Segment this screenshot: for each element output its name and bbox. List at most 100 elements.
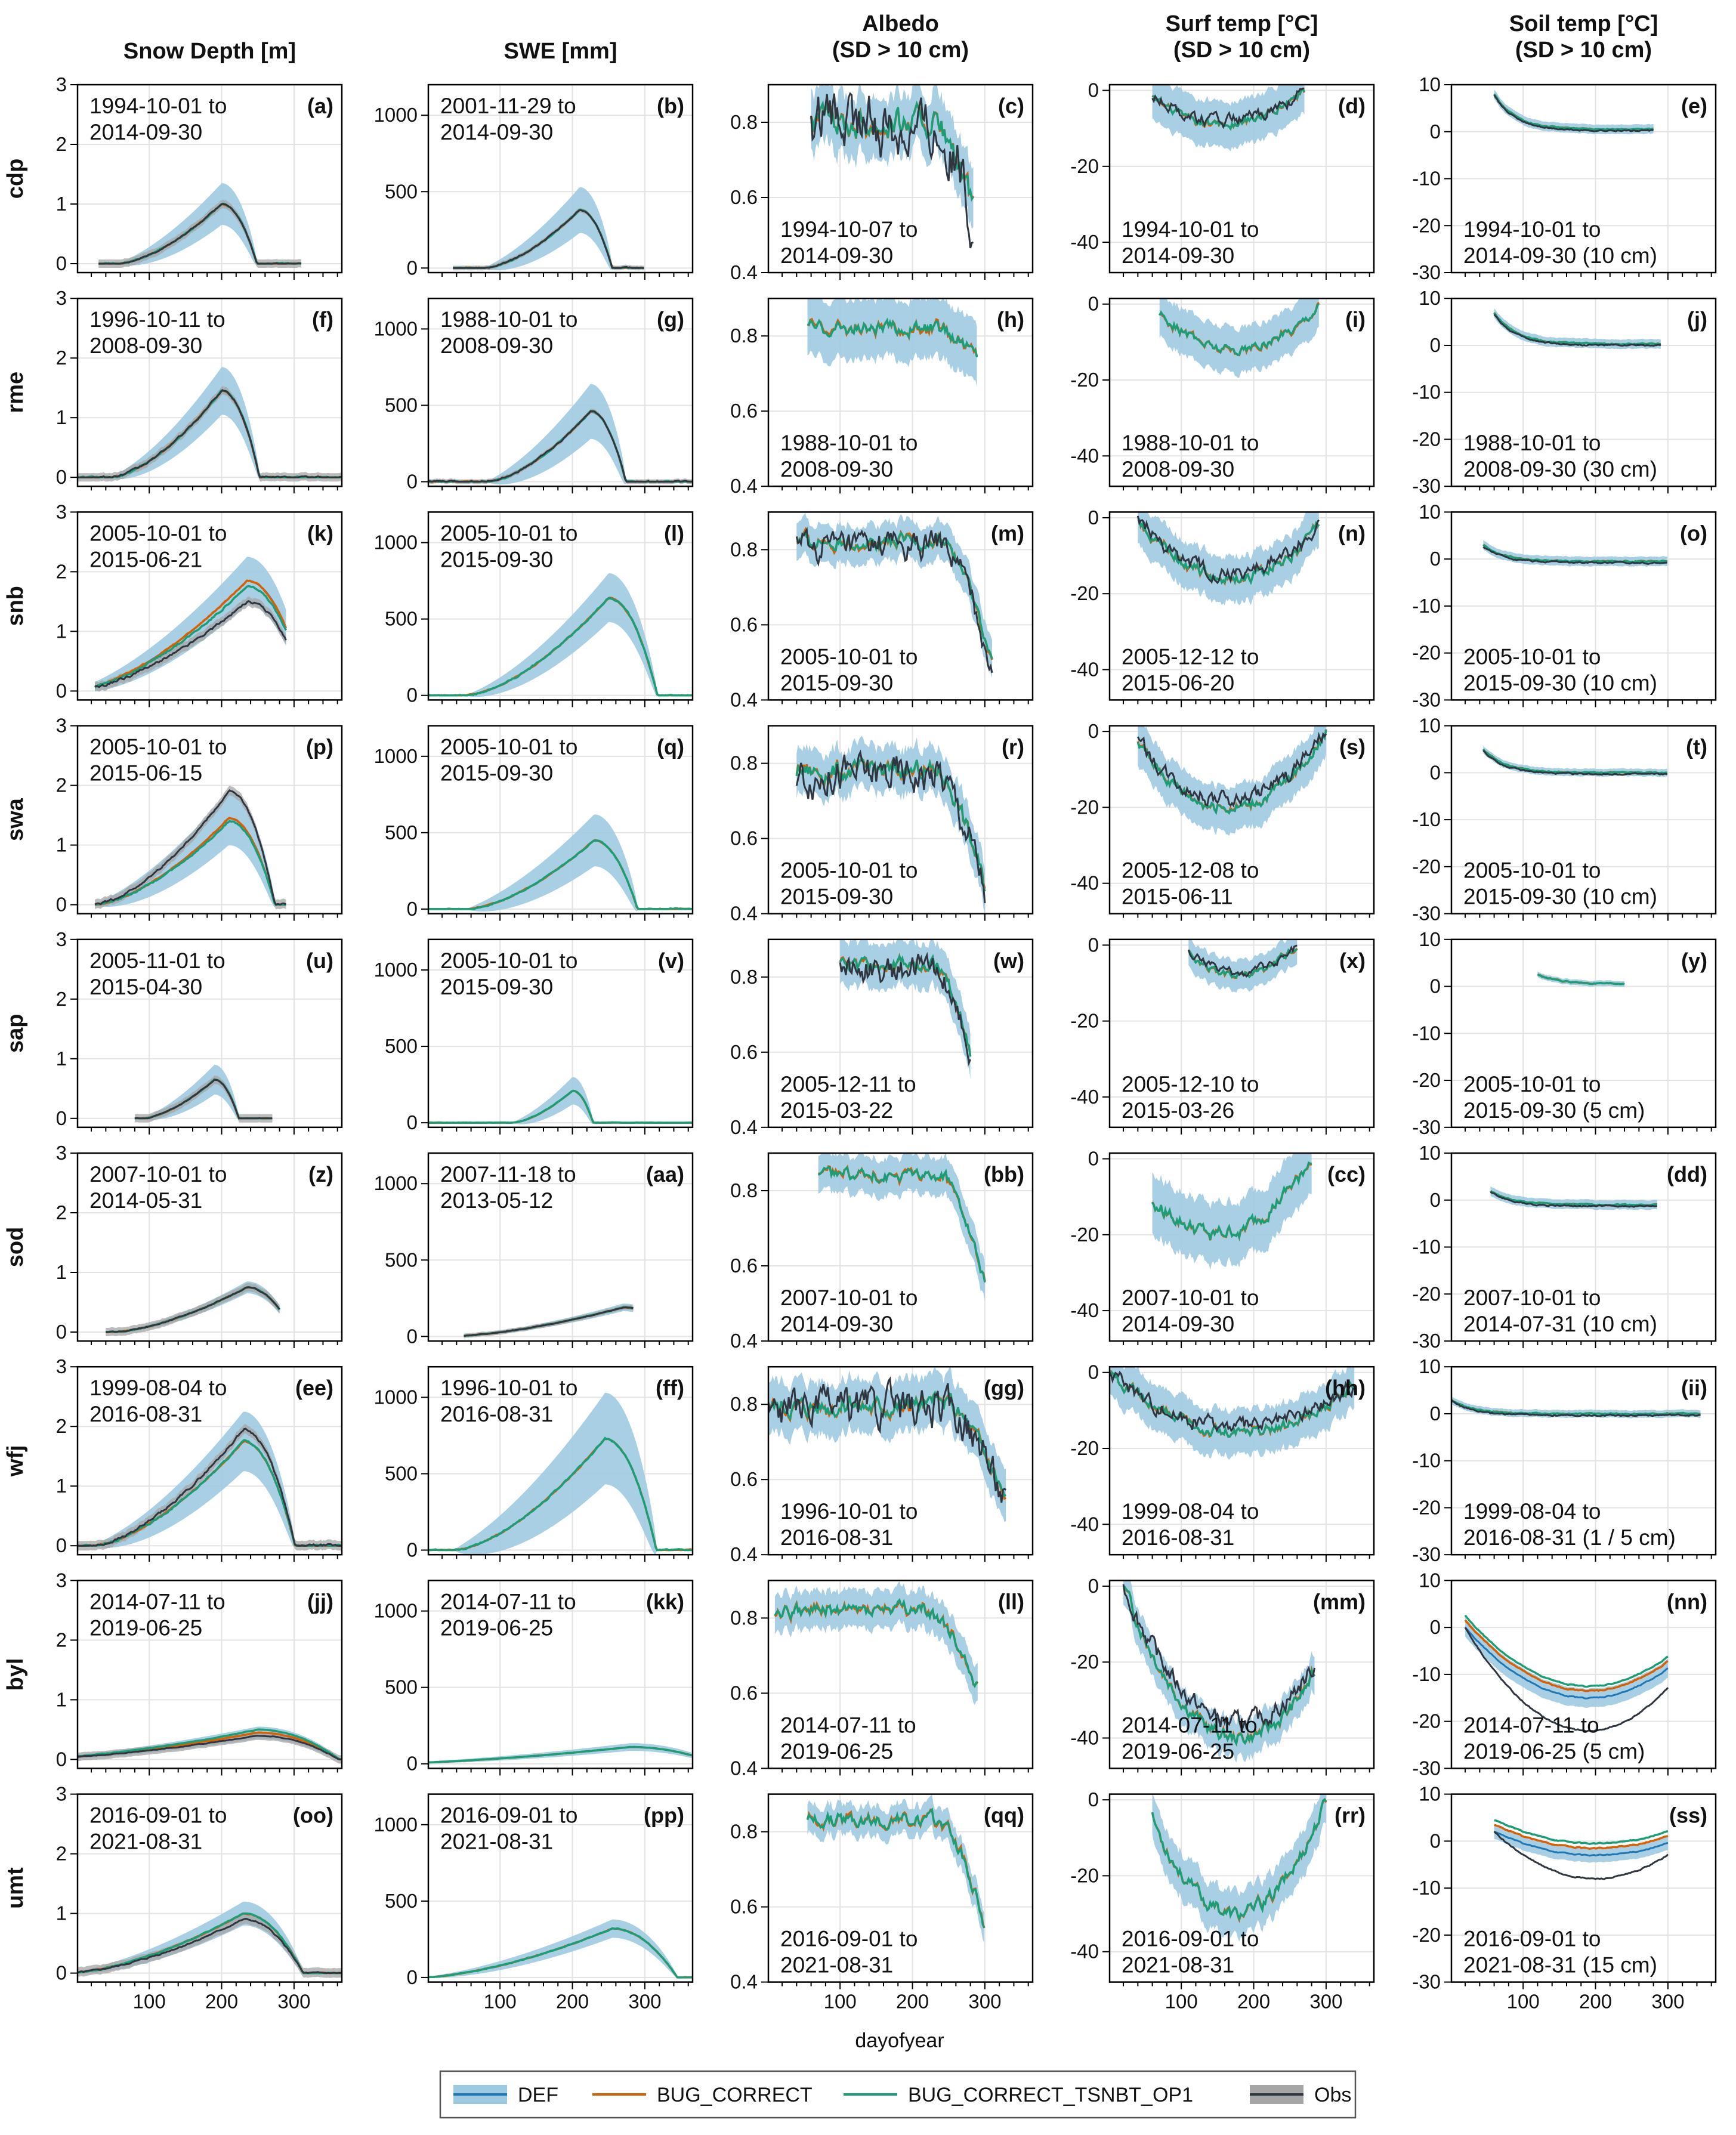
panel-date-range-line-2: 2016-08-31 [780, 1525, 893, 1550]
series-bug-correct-tsnbt-op1-line [1122, 1585, 1315, 1747]
x-tick-label: 300 [1651, 1991, 1684, 2013]
panel-date-range-line-1: 2005-10-01 to [780, 858, 918, 883]
y-tick-label: 0 [1430, 1189, 1441, 1211]
panel-sod-tsoil: -30 -20 -10 0 10 (dd) 2007-10-01 to2014-07-31 … [1412, 1142, 1717, 1352]
panel-date-range-line-2: 2019-06-25 [440, 1615, 553, 1640]
panel-letter: (p) [306, 735, 333, 759]
y-tick-label: 0.8 [730, 538, 758, 560]
axes-frame [76, 511, 343, 701]
y-tick-label: -20 [1070, 1864, 1099, 1886]
y-tick-label: -10 [1412, 808, 1441, 830]
series-def-band [1123, 1580, 1315, 1763]
y-tick-label: 1 [56, 1475, 67, 1497]
x-tick-label: 200 [1579, 1991, 1612, 2013]
panel-date-range-line-2: 2014-09-30 [1122, 1312, 1234, 1336]
panel-date-range-line-1: 2005-10-01 to [780, 644, 918, 669]
column-titles: Snow Depth [m] SWE [mm]Albedo(SD > 10 cm)… [123, 11, 1658, 64]
y-tick-label: 0 [56, 1321, 67, 1343]
series-bug-correct-tsnbt-op1-line [94, 585, 288, 688]
x-tick-label: 100 [1165, 1991, 1198, 2013]
series-group [428, 1919, 692, 1979]
y-tick-label: 1 [56, 1688, 67, 1710]
series-group [428, 814, 693, 912]
panel-date-range-line-2: 2015-09-30 (10 cm) [1463, 885, 1657, 909]
series-bug-correct-tsnbt-op1-line [428, 1090, 692, 1124]
panel-date-range-line-1: 2016-09-01 to [1463, 1927, 1601, 1951]
panel-letter: (s) [1339, 735, 1366, 759]
series-bug-correct-tsnbt-op1-line [428, 839, 693, 910]
series-bug-correct-tsnbt-op1-line [428, 1927, 692, 1979]
panel-letter: (t) [1686, 735, 1707, 759]
series-obs-band [106, 1283, 280, 1336]
panel-byl-tsoil: -30 -20 -10 0 10 (nn) 2014-07-11 to2019-06-25 … [1412, 1569, 1717, 1779]
series-group [795, 736, 986, 914]
y-tick-label: 0.6 [730, 186, 758, 208]
axes-frame [427, 1152, 694, 1342]
series-group [464, 1303, 634, 1339]
series-bug-correct-tsnbt-op1-line [428, 597, 693, 697]
y-tick-label: -20 [1070, 1651, 1099, 1673]
y-tick-label: -10 [1412, 1877, 1441, 1899]
series-obs-line [98, 203, 302, 265]
y-tick-label: 0.4 [730, 1971, 758, 1993]
y-tick-label: 1 [56, 193, 67, 215]
series-bug-correct-tsnbt-op1-line [1494, 1819, 1669, 1845]
y-tick-label: 0.4 [730, 1330, 758, 1352]
panel-letter: (qq) [984, 1803, 1024, 1828]
x-tick-label: 100 [824, 1991, 857, 2013]
y-tick-label: 0 [1430, 1616, 1441, 1638]
y-tick-label: 0 [1088, 1148, 1099, 1170]
series-bug-correct-tsnbt-op1-line [1159, 303, 1320, 356]
panel-letter: (d) [1338, 94, 1366, 118]
panel-letter: (l) [664, 521, 684, 545]
panel-letter: (cc) [1327, 1162, 1366, 1187]
y-tick-label: 0.6 [730, 1468, 758, 1490]
axes-frame [76, 1365, 343, 1556]
y-tick-label: -20 [1412, 1710, 1441, 1732]
panel-letter: (n) [1338, 521, 1366, 545]
grid-lines [428, 1794, 693, 1982]
panel-date-range-line-1: 1996-10-11 to [89, 307, 226, 332]
y-tick-label: 10 [1419, 73, 1441, 95]
y-tick-label: 1000 [374, 532, 418, 554]
panel-letter: (ii) [1681, 1376, 1707, 1400]
grid-lines [1110, 512, 1374, 700]
panel-date-range-line-2: 2016-08-31 [89, 1402, 202, 1426]
axes-frame [767, 725, 1034, 914]
panel-date-range-line-2: 2014-09-30 [780, 243, 893, 268]
x-axis-label: dayofyear [855, 2029, 944, 2052]
y-tick-label: -10 [1412, 168, 1441, 190]
y-tick-label: 2 [56, 1201, 67, 1223]
series-def-band [428, 1392, 692, 1555]
series-obs-line [1482, 546, 1667, 565]
axes-frame [427, 725, 694, 914]
panel-date-range-line-1: 2014-07-11 to [780, 1713, 916, 1737]
panel-date-range-line-1: 1994-10-01 to [89, 94, 227, 118]
series-bug-correct-tsnbt-op1-line [94, 820, 286, 906]
panel-letter: (w) [993, 948, 1024, 973]
series-group [1464, 1614, 1669, 1732]
series-bug-correct-tsnbt-op1-line [1151, 1797, 1327, 1922]
series-obs-line [1136, 731, 1327, 808]
y-tick-label: -40 [1070, 1299, 1099, 1321]
y-tick-label: 1 [56, 1048, 67, 1070]
panel-date-range-line-1: 1988-10-01 to [1122, 431, 1259, 455]
y-tick-label: 3 [56, 715, 67, 737]
y-tick-label: 0.6 [730, 400, 758, 422]
y-tick-label: 1000 [374, 1386, 418, 1408]
panel-date-range-line-1: 1994-10-01 to [1122, 217, 1259, 242]
panel-umt-albedo: 100 200 300 0.4 0.6 0.8 (qq) 2016-09-01 to2021-… [730, 1793, 1034, 2013]
legend-frame [439, 2070, 1357, 2119]
y-tick-label: -30 [1412, 1757, 1441, 1779]
panel-date-range-line-1: 1988-10-01 to [780, 431, 918, 455]
series-group [817, 1153, 986, 1302]
panel-letter: (h) [997, 307, 1024, 332]
